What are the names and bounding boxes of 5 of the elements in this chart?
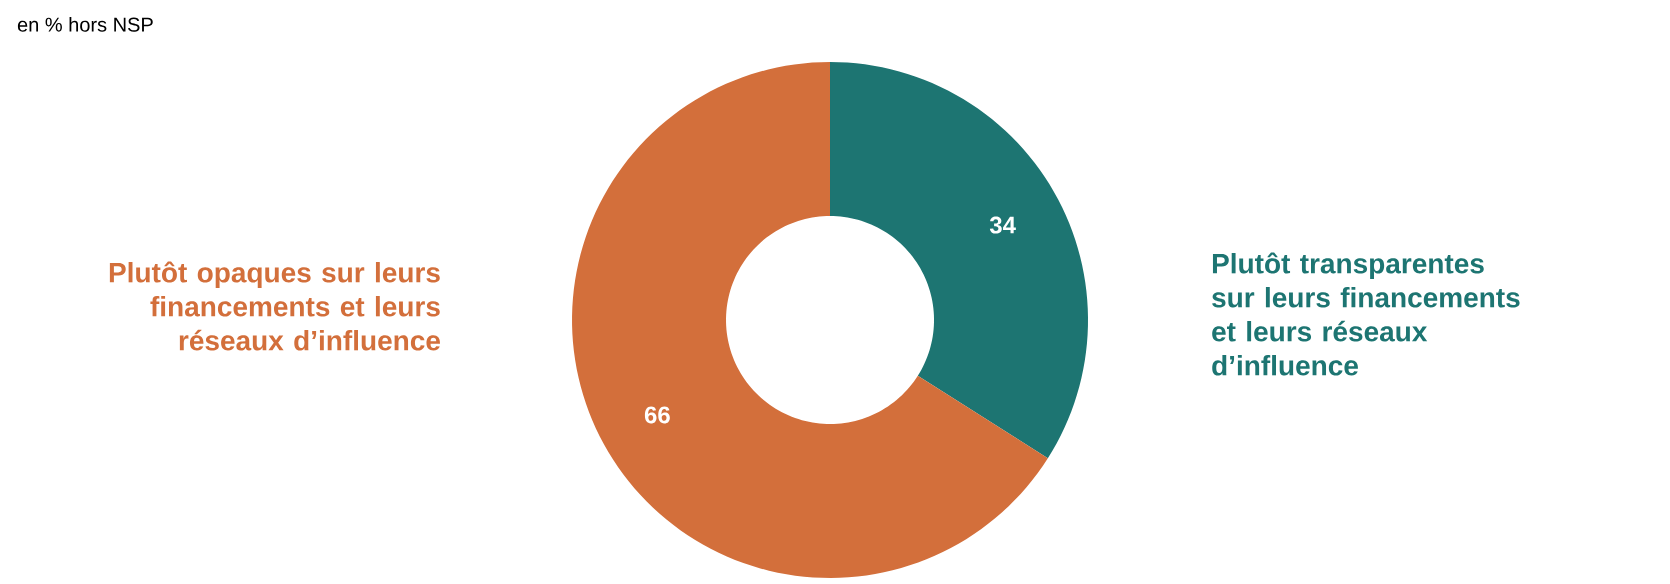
chart-title: en % hors NSP <box>17 17 153 32</box>
data-label: 66 <box>644 406 670 424</box>
slice-label: Plutôt opaques sur leurs financements et leurs réseaux d’influence <box>109 261 440 351</box>
data-label: 34 <box>989 216 1016 234</box>
slice-label: Plutôt transparentes sur leurs financements et leurs réseaux d’influence <box>1212 252 1520 376</box>
